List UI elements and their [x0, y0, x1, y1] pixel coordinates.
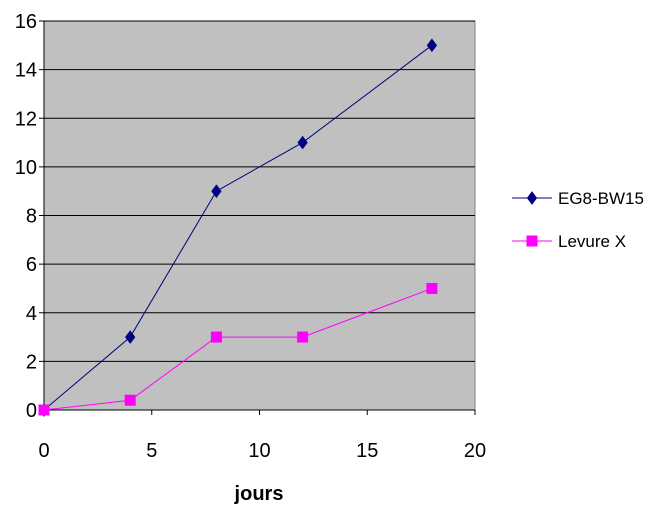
- legend-label: Levure X: [558, 232, 626, 251]
- x-axis-title: jours: [234, 483, 284, 505]
- legend: EG8-BW15 Levure X: [512, 189, 644, 251]
- y-tick-label: 14: [15, 60, 37, 82]
- x-tick-label: 5: [146, 440, 157, 462]
- data-point: [297, 331, 309, 343]
- legend-marker: [526, 191, 538, 205]
- legend-marker: [526, 235, 538, 247]
- data-point: [297, 135, 308, 150]
- data-point: [125, 330, 136, 344]
- x-tick-label: 15: [356, 440, 378, 462]
- y-tick-label: 2: [26, 351, 37, 373]
- y-tick-label: 6: [26, 254, 37, 276]
- series-layer: [38, 38, 438, 417]
- data-point: [124, 394, 136, 406]
- legend-label: EG8-BW15: [558, 189, 644, 208]
- y-tick-label: 4: [26, 303, 37, 325]
- y-tick-label: 12: [15, 108, 37, 130]
- data-point: [426, 282, 438, 294]
- series-2: [38, 282, 438, 416]
- y-tick-label: 0: [26, 400, 37, 422]
- y-tick-label: 8: [26, 206, 37, 228]
- y-tick-label: 10: [15, 157, 37, 179]
- legend-item: Levure X: [512, 232, 626, 251]
- tick-labels: 0 2 4 6 8 10 12 14 16 0 5 10 15 20: [15, 11, 486, 462]
- legend-item: EG8-BW15: [512, 189, 644, 208]
- data-point: [210, 331, 222, 343]
- data-point: [211, 184, 222, 199]
- x-tick-label: 0: [38, 440, 49, 462]
- data-point: [38, 404, 50, 416]
- y-tick-label: 16: [15, 11, 37, 33]
- x-tick-label: 20: [464, 440, 486, 462]
- data-point: [426, 38, 438, 53]
- x-tick-label: 10: [248, 440, 270, 462]
